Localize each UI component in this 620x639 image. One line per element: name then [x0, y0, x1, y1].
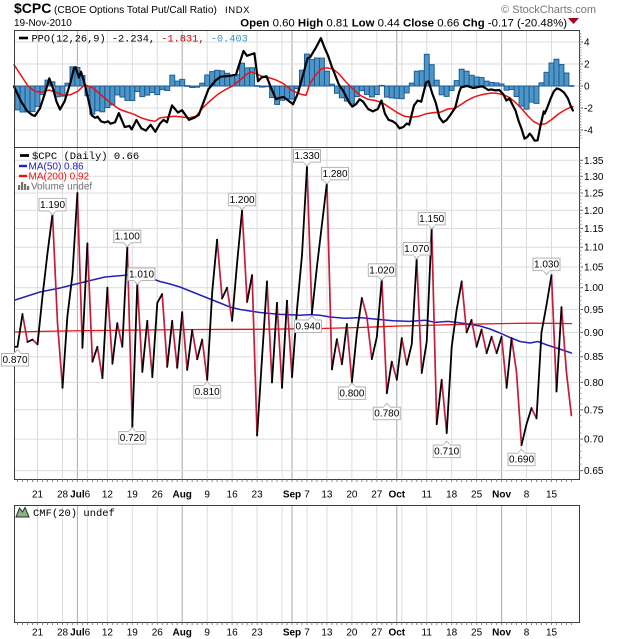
svg-text:Volume undef: Volume undef [31, 182, 92, 193]
svg-text:11: 11 [422, 628, 433, 639]
svg-text:(CBOE Options Total Put/Call R: (CBOE Options Total Put/Call Ratio) [54, 5, 217, 16]
svg-text:1.25: 1.25 [584, 189, 604, 200]
svg-text:19-Nov-2010: 19-Nov-2010 [14, 18, 72, 29]
svg-text:1.05: 1.05 [584, 263, 604, 274]
svg-text:$CPC: $CPC [14, 0, 51, 16]
svg-text:16: 16 [227, 628, 239, 639]
svg-text:Jul: Jul [70, 628, 85, 639]
svg-text:1.070: 1.070 [404, 244, 429, 255]
svg-text:19: 19 [127, 490, 139, 501]
svg-text:0.95: 0.95 [584, 305, 604, 316]
svg-text:7: 7 [304, 628, 310, 639]
svg-text:1.10: 1.10 [584, 243, 604, 254]
svg-text:1.330: 1.330 [294, 151, 319, 162]
svg-text:$CPC (Daily) 0.66: $CPC (Daily) 0.66 [32, 151, 139, 163]
svg-text:1.100: 1.100 [115, 232, 140, 243]
svg-text:15: 15 [546, 490, 558, 501]
svg-text:15: 15 [546, 628, 558, 639]
svg-text:26: 26 [152, 490, 164, 501]
svg-text:0.940: 0.940 [295, 322, 320, 333]
svg-text:0.780: 0.780 [374, 409, 399, 420]
svg-text:CMF(20) undef: CMF(20) undef [33, 508, 115, 520]
svg-text:Aug: Aug [172, 490, 191, 501]
svg-text:© StockCharts.com: © StockCharts.com [501, 4, 596, 16]
svg-text:1.010: 1.010 [129, 270, 154, 281]
svg-text:Open 0.60 High 0.81 Low 0.44 C: Open 0.60 High 0.81 Low 0.44 Close 0.66 … [240, 18, 567, 30]
svg-text:0.710: 0.710 [434, 447, 459, 458]
svg-text:Sep: Sep [283, 490, 301, 501]
svg-text:16: 16 [227, 490, 239, 501]
svg-text:Sep: Sep [283, 628, 301, 639]
svg-text:0.870: 0.870 [2, 355, 27, 366]
svg-text:28: 28 [57, 490, 69, 501]
svg-text:2: 2 [584, 60, 590, 71]
svg-text:0.690: 0.690 [509, 455, 534, 466]
svg-text:21: 21 [32, 490, 44, 501]
svg-text:27: 27 [371, 628, 383, 639]
svg-text:23: 23 [252, 490, 264, 501]
svg-text:0.70: 0.70 [584, 435, 604, 446]
svg-text:1.020: 1.020 [369, 265, 394, 276]
svg-text:1.200: 1.200 [230, 195, 255, 206]
svg-text:0.80: 0.80 [584, 378, 604, 389]
svg-text:8: 8 [524, 490, 530, 501]
svg-text:1.190: 1.190 [40, 200, 65, 211]
svg-text:Aug: Aug [172, 628, 191, 639]
svg-text:1.00: 1.00 [584, 283, 604, 294]
svg-text:12: 12 [102, 490, 114, 501]
svg-text:1.30: 1.30 [584, 172, 604, 183]
svg-text:9: 9 [204, 628, 210, 639]
svg-text:18: 18 [446, 628, 458, 639]
svg-text:1.150: 1.150 [419, 214, 444, 225]
svg-text:Oct: Oct [388, 628, 405, 639]
svg-text:1.280: 1.280 [322, 169, 347, 180]
svg-text:1.35: 1.35 [584, 156, 604, 167]
svg-text:0: 0 [584, 82, 590, 93]
svg-text:0.65: 0.65 [584, 466, 604, 477]
svg-text:-4: -4 [584, 126, 593, 137]
svg-text:20: 20 [346, 628, 358, 639]
svg-text:1.20: 1.20 [584, 206, 604, 217]
svg-text:Jul: Jul [70, 490, 85, 501]
svg-text:28: 28 [57, 628, 69, 639]
svg-text:12: 12 [102, 628, 114, 639]
svg-text:20: 20 [346, 490, 358, 501]
svg-text:4: 4 [584, 38, 590, 49]
svg-text:13: 13 [321, 628, 333, 639]
svg-text:25: 25 [471, 490, 483, 501]
svg-text:8: 8 [524, 628, 530, 639]
svg-text:Oct: Oct [388, 490, 405, 501]
svg-text:27: 27 [371, 490, 383, 501]
svg-text:6: 6 [85, 628, 91, 639]
svg-text:19: 19 [127, 628, 139, 639]
svg-text:11: 11 [422, 490, 433, 501]
svg-text:1.030: 1.030 [534, 260, 559, 271]
svg-text:PPO(12,26,9) -2.234, -1.831, -: PPO(12,26,9) -2.234, -1.831, -0.403 [32, 34, 248, 46]
svg-text:13: 13 [321, 490, 333, 501]
svg-text:0.90: 0.90 [584, 328, 604, 339]
svg-text:1.15: 1.15 [584, 224, 604, 235]
svg-text:MA(50) 0.86: MA(50) 0.86 [29, 162, 84, 173]
svg-text:18: 18 [446, 490, 458, 501]
svg-text:25: 25 [471, 628, 483, 639]
svg-text:0.810: 0.810 [195, 387, 220, 398]
svg-text:Nov: Nov [492, 628, 511, 639]
svg-text:Nov: Nov [492, 490, 511, 501]
svg-text:0.85: 0.85 [584, 352, 604, 363]
svg-text:9: 9 [204, 490, 210, 501]
svg-text:0.75: 0.75 [584, 405, 604, 416]
svg-text:-2: -2 [584, 104, 593, 115]
svg-text:7: 7 [304, 490, 310, 501]
svg-text:21: 21 [32, 628, 44, 639]
svg-text:6: 6 [85, 490, 91, 501]
svg-text:0.800: 0.800 [339, 388, 364, 399]
svg-text:26: 26 [152, 628, 164, 639]
svg-text:INDX: INDX [225, 5, 250, 16]
svg-text:23: 23 [252, 628, 264, 639]
svg-text:MA(200) 0.92: MA(200) 0.92 [29, 172, 90, 183]
svg-text:0.720: 0.720 [120, 433, 145, 444]
